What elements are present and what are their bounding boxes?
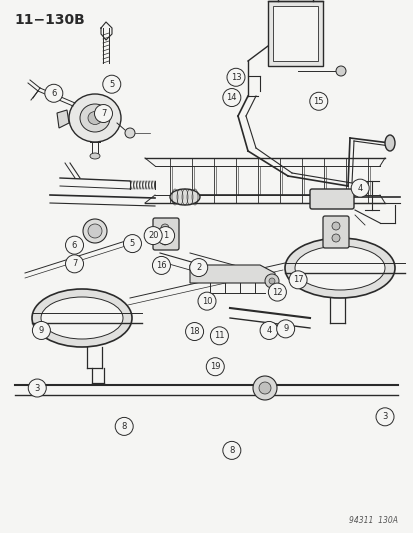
FancyBboxPatch shape — [153, 218, 178, 250]
Ellipse shape — [88, 111, 102, 125]
Circle shape — [94, 104, 112, 123]
Circle shape — [45, 84, 63, 102]
FancyBboxPatch shape — [267, 1, 322, 66]
Text: 4: 4 — [357, 184, 362, 192]
Text: 3: 3 — [35, 384, 40, 392]
Circle shape — [123, 235, 141, 253]
Ellipse shape — [294, 246, 384, 290]
Text: 14: 14 — [226, 93, 237, 102]
Text: 6: 6 — [51, 89, 56, 98]
Text: 15: 15 — [313, 97, 323, 106]
Polygon shape — [57, 110, 69, 128]
Text: 3: 3 — [382, 413, 387, 421]
Circle shape — [259, 382, 271, 394]
Text: 2: 2 — [196, 263, 201, 272]
Text: 10: 10 — [201, 297, 212, 305]
Circle shape — [102, 75, 121, 93]
Ellipse shape — [80, 104, 110, 132]
Circle shape — [88, 224, 102, 238]
Circle shape — [115, 417, 133, 435]
Text: 8: 8 — [121, 422, 126, 431]
Text: 19: 19 — [209, 362, 220, 371]
Circle shape — [210, 327, 228, 345]
FancyBboxPatch shape — [272, 6, 317, 61]
Text: 7: 7 — [101, 109, 106, 118]
Ellipse shape — [69, 94, 121, 142]
Text: 7: 7 — [72, 260, 77, 268]
Circle shape — [375, 408, 393, 426]
Circle shape — [268, 278, 274, 284]
Text: 9: 9 — [39, 326, 44, 335]
Text: 4: 4 — [266, 326, 271, 335]
Text: 94311  130A: 94311 130A — [348, 516, 397, 525]
Text: 6: 6 — [72, 241, 77, 249]
Text: 9: 9 — [282, 325, 287, 333]
Circle shape — [189, 259, 207, 277]
Circle shape — [125, 128, 135, 138]
Circle shape — [206, 358, 224, 376]
Circle shape — [331, 234, 339, 242]
Ellipse shape — [90, 153, 100, 159]
Circle shape — [152, 256, 170, 274]
Circle shape — [156, 227, 174, 245]
Circle shape — [222, 441, 240, 459]
Circle shape — [252, 376, 276, 400]
Text: 5: 5 — [130, 239, 135, 248]
Circle shape — [309, 92, 327, 110]
Circle shape — [226, 68, 244, 86]
Text: 17: 17 — [292, 276, 303, 284]
Ellipse shape — [384, 135, 394, 151]
Circle shape — [161, 224, 169, 232]
FancyBboxPatch shape — [322, 216, 348, 248]
Circle shape — [288, 271, 306, 289]
Circle shape — [222, 88, 240, 107]
FancyBboxPatch shape — [309, 189, 353, 209]
Circle shape — [83, 219, 107, 243]
Text: 11−130B: 11−130B — [14, 13, 85, 27]
Text: 20: 20 — [147, 231, 158, 240]
Circle shape — [331, 222, 339, 230]
Text: 8: 8 — [229, 446, 234, 455]
Text: 16: 16 — [156, 261, 166, 270]
Circle shape — [65, 236, 83, 254]
Circle shape — [161, 237, 169, 245]
Circle shape — [335, 66, 345, 76]
Text: 12: 12 — [271, 288, 282, 296]
Circle shape — [144, 227, 162, 245]
Text: 18: 18 — [189, 327, 199, 336]
Ellipse shape — [284, 238, 394, 298]
Ellipse shape — [32, 289, 132, 347]
Ellipse shape — [41, 297, 123, 339]
Circle shape — [276, 320, 294, 338]
Ellipse shape — [170, 189, 199, 205]
Polygon shape — [190, 265, 274, 283]
Text: 5: 5 — [109, 80, 114, 88]
Circle shape — [350, 179, 368, 197]
Circle shape — [32, 321, 50, 340]
Circle shape — [268, 283, 286, 301]
Circle shape — [259, 321, 278, 340]
Circle shape — [65, 255, 83, 273]
Circle shape — [264, 274, 278, 288]
Circle shape — [197, 292, 216, 310]
Circle shape — [28, 379, 46, 397]
Text: 1: 1 — [163, 231, 168, 240]
Text: 11: 11 — [214, 332, 224, 340]
Text: 13: 13 — [230, 73, 241, 82]
Circle shape — [185, 322, 203, 341]
